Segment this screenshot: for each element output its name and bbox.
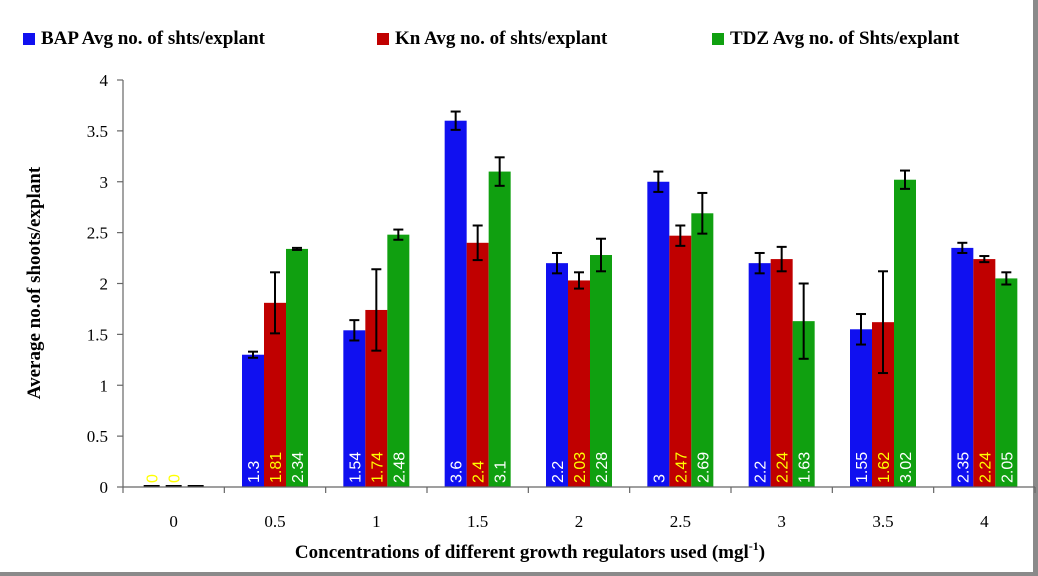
- bar: [444, 120, 467, 487]
- x-tick-label: 1.5: [467, 512, 488, 531]
- data-label: 2.24: [977, 452, 994, 483]
- bar: [466, 242, 489, 487]
- data-label: 2.35: [955, 452, 972, 483]
- data-label: 1.54: [347, 452, 364, 483]
- y-axis-title: Average no.of shoots/explant: [24, 166, 45, 399]
- legend-item-kn: Kn Avg no. of shts/explant: [377, 24, 607, 54]
- legend-item-bap: BAP Avg no. of shts/explant: [23, 24, 265, 54]
- bar: [590, 255, 612, 487]
- y-tick-label: 1.5: [87, 325, 108, 344]
- legend-swatch-kn: [377, 33, 389, 45]
- bar: [792, 321, 815, 487]
- x-tick-label: 1: [372, 512, 381, 531]
- y-tick-label: 3: [100, 173, 109, 192]
- data-label: 2.69: [695, 452, 712, 483]
- x-axis-title-superscript: -1: [749, 539, 759, 553]
- data-label: 2.34: [290, 452, 307, 483]
- data-label: 1.74: [369, 452, 386, 483]
- bar: [951, 247, 974, 487]
- data-label: 0: [167, 474, 184, 483]
- bar: [365, 309, 388, 487]
- data-label: 1.62: [876, 452, 893, 483]
- y-tick-label: 1: [100, 376, 109, 395]
- data-label: 2.47: [673, 452, 690, 483]
- data-label: 1.63: [797, 452, 814, 483]
- y-tick-label: 2.5: [87, 224, 108, 243]
- bar: [488, 171, 511, 487]
- legend-swatch-tdz: [712, 33, 724, 45]
- data-label: 2.24: [775, 452, 792, 483]
- bar: [691, 213, 714, 488]
- bar: [850, 329, 872, 487]
- bar: [264, 302, 286, 487]
- data-label: 2.28: [594, 452, 611, 483]
- bar: [343, 330, 366, 487]
- bar: [748, 263, 771, 487]
- data-label: 1.55: [854, 452, 871, 483]
- data-label: 3: [651, 474, 668, 483]
- bar: [894, 179, 916, 487]
- bar: [872, 322, 894, 487]
- data-label: 2.05: [999, 452, 1016, 483]
- bar: [770, 259, 793, 487]
- data-label: 2.48: [391, 452, 408, 483]
- legend-label-tdz: TDZ Avg no. of Shts/explant: [730, 28, 960, 49]
- bar: [242, 354, 264, 487]
- bar: [995, 278, 1018, 487]
- x-tick-label: 2.5: [670, 512, 691, 531]
- bar: [647, 181, 670, 487]
- y-tick-label: 3.5: [87, 122, 108, 141]
- y-tick-label: 2: [100, 275, 109, 294]
- x-axis-title-main: Concentrations of different growth regul…: [295, 542, 749, 563]
- legend-label-kn: Kn Avg no. of shts/explant: [395, 28, 608, 49]
- data-label: 1.3: [246, 461, 263, 483]
- data-label: 2.4: [471, 461, 488, 483]
- x-tick-label: 0: [169, 512, 178, 531]
- data-label: 3.1: [493, 461, 510, 483]
- data-label: 0: [145, 474, 162, 483]
- legend-swatch-bap: [23, 33, 35, 45]
- bar: [669, 235, 692, 487]
- data-label: 1.81: [268, 452, 285, 483]
- y-tick-label: 4: [100, 71, 109, 90]
- bar: [973, 259, 996, 487]
- bar: [568, 280, 590, 487]
- data-label: 2.2: [550, 461, 567, 483]
- x-axis-title: Concentrations of different growth regul…: [295, 539, 765, 563]
- legend-item-tdz: TDZ Avg no. of Shts/explant: [712, 24, 959, 54]
- data-label: 3.02: [898, 452, 915, 483]
- legend-label-bap: BAP Avg no. of shts/explant: [41, 28, 265, 49]
- bar: [546, 263, 568, 487]
- bar: [387, 234, 410, 487]
- y-tick-label: 0.5: [87, 427, 108, 446]
- x-tick-label: 4: [980, 512, 989, 531]
- x-tick-label: 3.5: [872, 512, 893, 531]
- bar: [286, 248, 308, 487]
- data-label: 2.03: [572, 452, 589, 483]
- x-axis-title-suffix: ): [759, 542, 765, 563]
- data-label: 2.2: [753, 461, 770, 483]
- x-tick-label: 3: [777, 512, 786, 531]
- x-tick-label: 2: [575, 512, 584, 531]
- data-label: 3.6: [449, 461, 466, 483]
- y-tick-label: 0: [100, 478, 109, 497]
- legend: BAP Avg no. of shts/explant Kn Avg no. o…: [0, 24, 1038, 54]
- x-tick-label: 0.5: [264, 512, 285, 531]
